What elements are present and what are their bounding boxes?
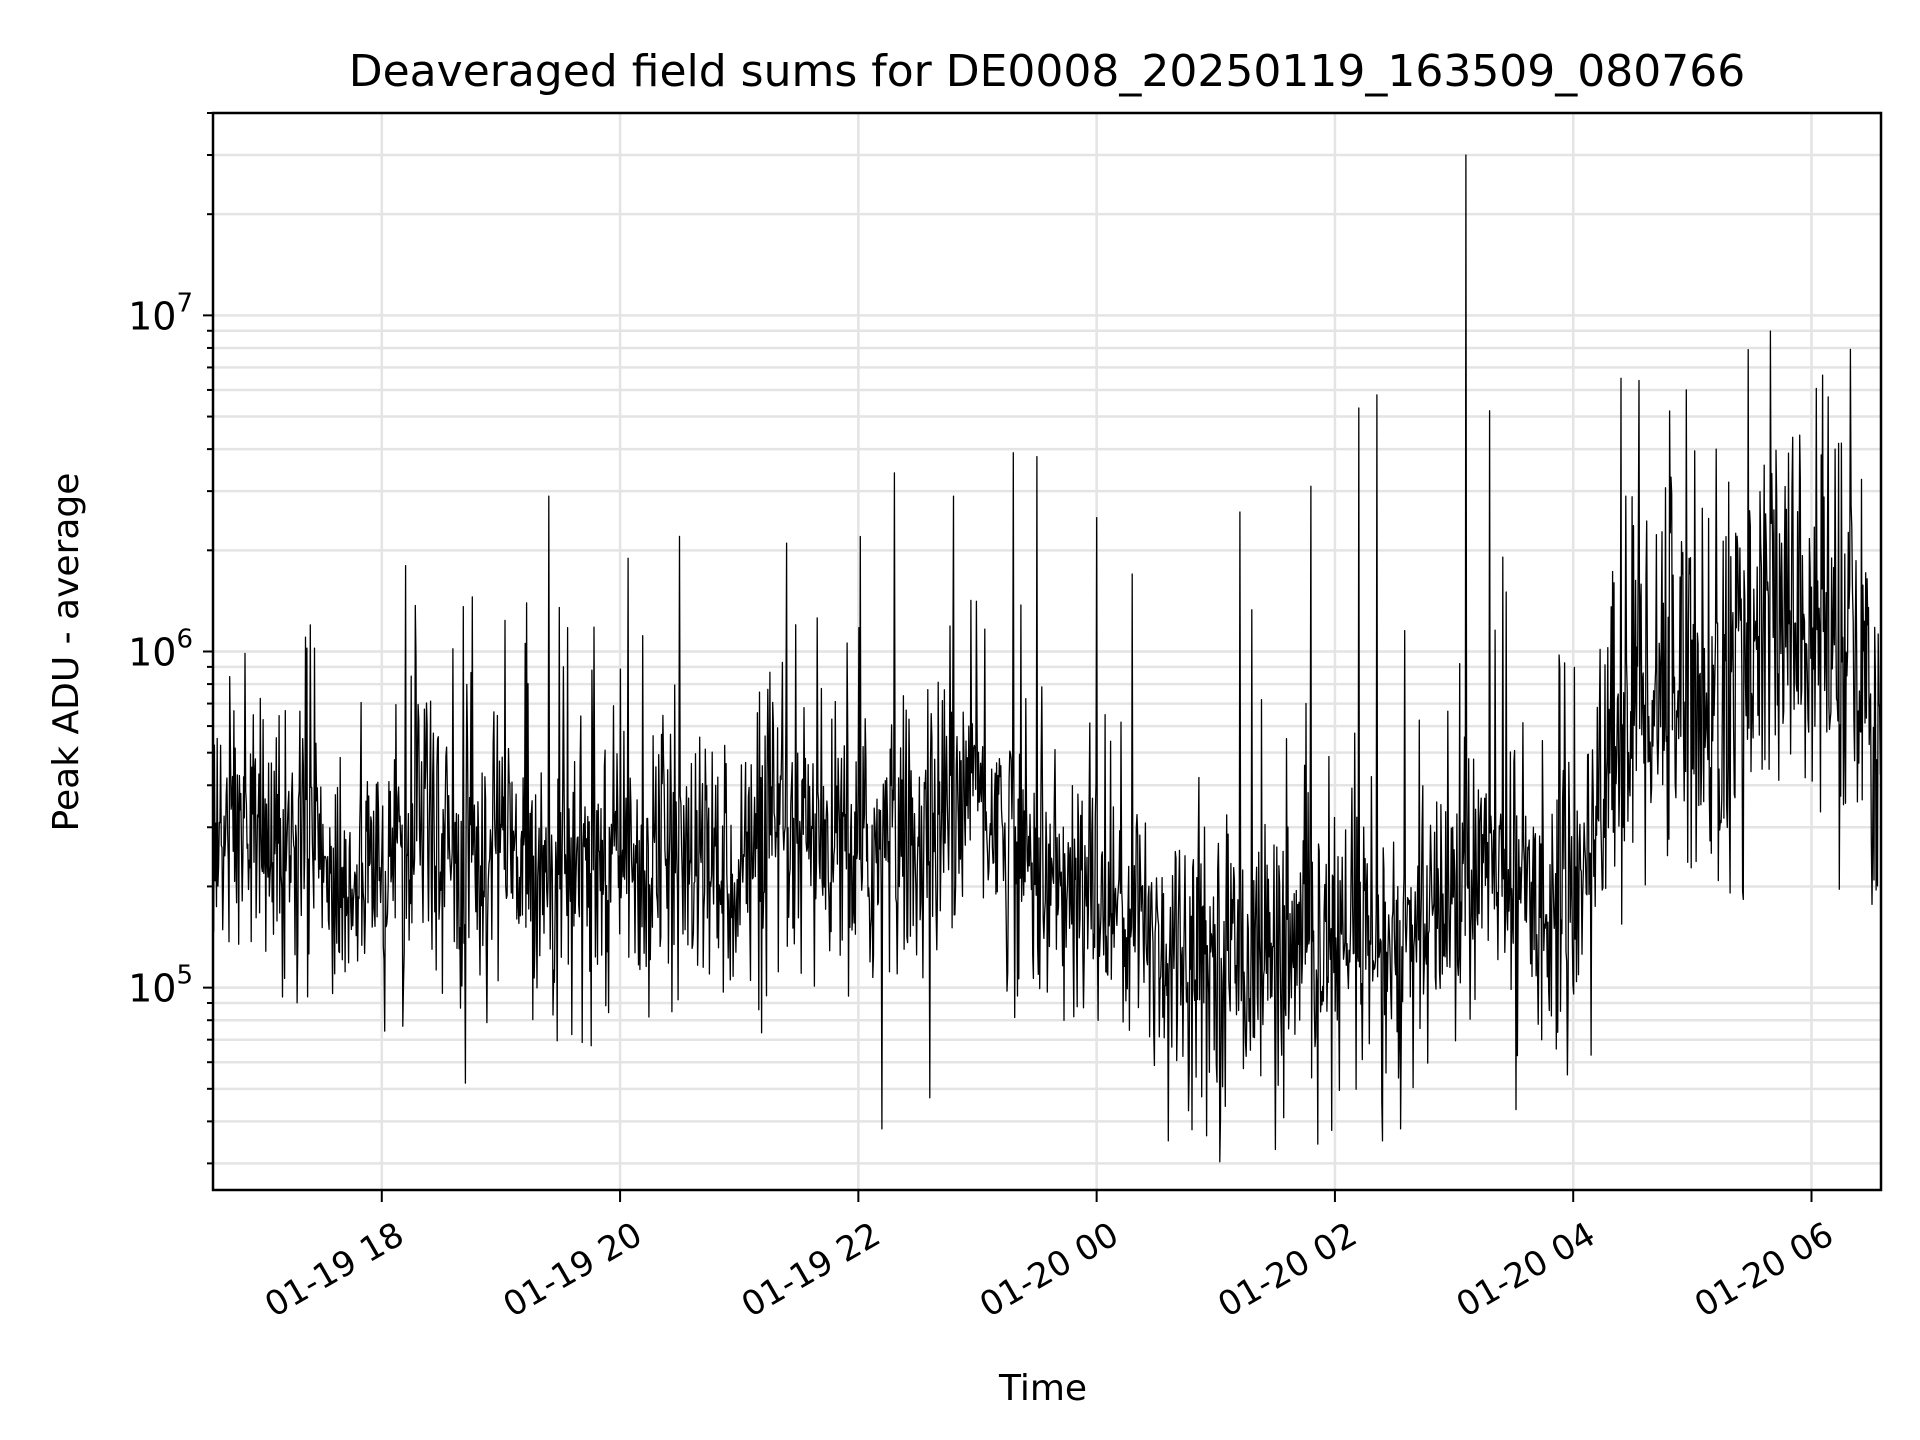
chart-title: Deaveraged field sums for DE0008_2025011… [349, 46, 1746, 97]
y-axis-label: Peak ADU - average [46, 473, 87, 832]
x-axis-label: Time [998, 1368, 1087, 1409]
series-line [212, 154, 1882, 1163]
x-tick-label: 01-19 18 [258, 1215, 410, 1326]
y-tick-label-base: 10 [128, 294, 176, 338]
y-tick-label: 105 [128, 961, 193, 1011]
x-axis-ticks: 01-19 18 01-19 20 01-19 22 01-20 00 01-20 02… [258, 1190, 1840, 1326]
y-tick-label: 106 [128, 625, 193, 675]
x-tick-label: 01-20 02 [1211, 1215, 1363, 1326]
y-tick-label-base: 10 [128, 631, 176, 675]
x-tick-label: 01-20 00 [973, 1215, 1125, 1326]
x-tick-label: 01-20 06 [1688, 1215, 1840, 1326]
y-tick-label-exponent: 5 [176, 961, 193, 991]
y-tick-label: 107 [128, 288, 193, 338]
x-tick-label: 01-19 22 [735, 1215, 887, 1326]
x-tick-label: 01-19 20 [497, 1215, 649, 1326]
y-tick-label-base: 10 [128, 967, 176, 1011]
series-layer [212, 154, 1882, 1163]
y-tick-label-exponent: 7 [176, 288, 193, 318]
y-tick-label-exponent: 6 [176, 625, 193, 655]
plot-frame [211, 111, 1883, 1192]
x-tick-label: 01-20 04 [1450, 1215, 1602, 1326]
